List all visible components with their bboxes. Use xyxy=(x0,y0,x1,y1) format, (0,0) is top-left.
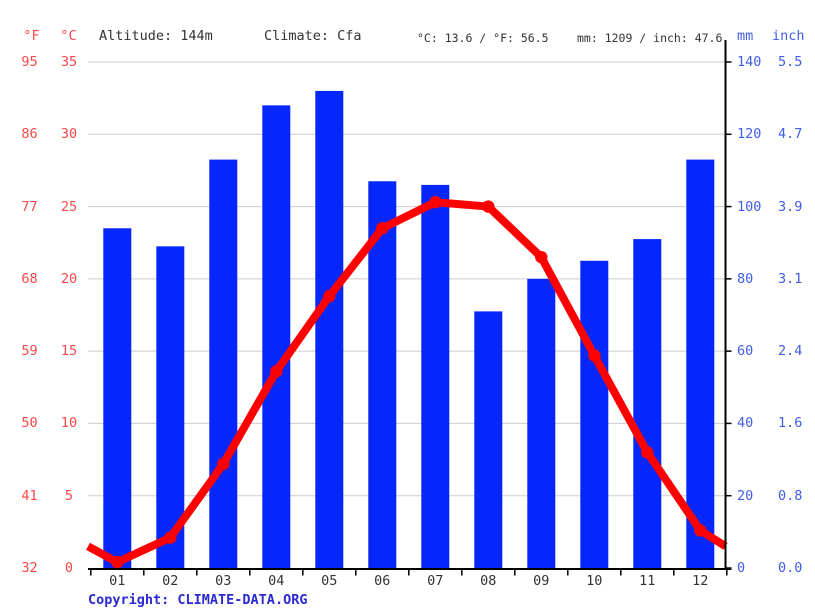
temp-marker-11 xyxy=(641,446,654,459)
fahrenheit-tick-label: 95 xyxy=(21,54,38,70)
precip-bar-12 xyxy=(686,159,715,569)
month-label: 04 xyxy=(268,573,285,589)
temp-marker-03 xyxy=(217,457,230,471)
month-label: 06 xyxy=(374,573,391,589)
precip-bar-07 xyxy=(421,184,450,568)
annual-precipitation-summary: mm: 1209 / inch: 47.6 xyxy=(577,31,723,45)
month-label: 10 xyxy=(586,573,603,589)
climate-type-label: Climate: Cfa xyxy=(264,28,362,44)
climate-data-org-link[interactable]: CLIMATE-DATA.ORG xyxy=(177,592,308,608)
temp-marker-01 xyxy=(111,556,124,569)
fahrenheit-tick-label: 77 xyxy=(21,198,38,215)
precip-bar-02 xyxy=(156,246,185,569)
precip-bar-03 xyxy=(209,159,238,569)
celsius-tick-label: 10 xyxy=(60,415,78,432)
celsius-tick-label: 15 xyxy=(60,343,78,360)
mm-tick-label: 80 xyxy=(737,270,754,287)
precip-bar-08 xyxy=(474,311,503,568)
month-label: 09 xyxy=(533,573,550,589)
temp-marker-07 xyxy=(429,196,442,209)
month-label: 03 xyxy=(215,573,232,589)
month-label: 01 xyxy=(109,573,126,589)
month-label: 02 xyxy=(162,573,179,589)
celsius-tick-label: 30 xyxy=(60,126,78,143)
fahrenheit-tick-label: 86 xyxy=(21,126,38,143)
temp-marker-05 xyxy=(323,290,336,303)
fahrenheit-tick-label: 59 xyxy=(21,343,38,360)
precip-bar-05 xyxy=(315,90,344,569)
inch-tick-label: 5.5 xyxy=(778,54,803,70)
annual-temperature-summary: °C: 13.6 / °F: 56.5 xyxy=(417,31,549,45)
temp-marker-12 xyxy=(694,524,707,537)
celsius-tick-label: 35 xyxy=(60,54,78,70)
fahrenheit-tick-label: 41 xyxy=(21,487,38,504)
mm-tick-label: 100 xyxy=(737,198,762,215)
fahrenheit-axis-title: °F xyxy=(23,28,40,44)
inch-tick-label: 3.9 xyxy=(778,198,803,215)
precip-bar-11 xyxy=(633,239,662,568)
precip-bar-01 xyxy=(103,228,132,568)
mm-tick-label: 40 xyxy=(737,415,754,432)
temp-marker-02 xyxy=(164,531,177,544)
mm-axis-title: mm xyxy=(737,28,754,44)
month-label: 12 xyxy=(692,573,709,589)
month-label: 11 xyxy=(639,573,656,589)
temp-marker-04 xyxy=(270,365,283,378)
temp-marker-06 xyxy=(376,222,389,235)
celsius-tick-label: 20 xyxy=(60,270,78,287)
mm-tick-label: 20 xyxy=(737,487,754,504)
mm-tick-label: 120 xyxy=(737,126,762,143)
month-label: 07 xyxy=(427,573,444,589)
precip-bar-09 xyxy=(527,278,556,568)
celsius-tick-label: 5 xyxy=(64,487,74,504)
month-label: 08 xyxy=(480,573,497,589)
fahrenheit-tick-label: 50 xyxy=(21,415,38,432)
inch-tick-label: 1.6 xyxy=(778,415,803,432)
temp-marker-10 xyxy=(588,349,601,362)
fahrenheit-tick-label: 68 xyxy=(21,270,38,287)
inch-tick-label: 0.0 xyxy=(778,560,803,576)
mm-tick-label: 140 xyxy=(737,54,762,70)
month-label: 05 xyxy=(321,573,338,589)
celsius-axis-title: °C xyxy=(60,28,77,44)
celsius-tick-label: 25 xyxy=(60,198,78,215)
inch-tick-label: 4.7 xyxy=(778,126,803,143)
inch-tick-label: 2.4 xyxy=(778,343,803,360)
copyright-label: Copyright: xyxy=(88,592,178,608)
inch-tick-label: 3.1 xyxy=(778,270,803,287)
mm-tick-label: 60 xyxy=(737,343,754,360)
celsius-tick-label: 0 xyxy=(64,560,74,576)
precip-bar-04 xyxy=(262,105,291,568)
precip-bar-10 xyxy=(580,260,609,568)
mm-tick-label: 0 xyxy=(737,560,746,576)
altitude-label: Altitude: 144m xyxy=(99,28,213,44)
temp-marker-08 xyxy=(482,200,495,213)
inch-axis-title: inch xyxy=(772,28,805,44)
copyright-line: Copyright: CLIMATE-DATA.ORG xyxy=(88,592,307,608)
inch-tick-label: 0.8 xyxy=(778,487,803,504)
temp-marker-09 xyxy=(535,250,548,264)
fahrenheit-tick-label: 32 xyxy=(21,560,38,576)
temperature-line xyxy=(86,198,728,567)
